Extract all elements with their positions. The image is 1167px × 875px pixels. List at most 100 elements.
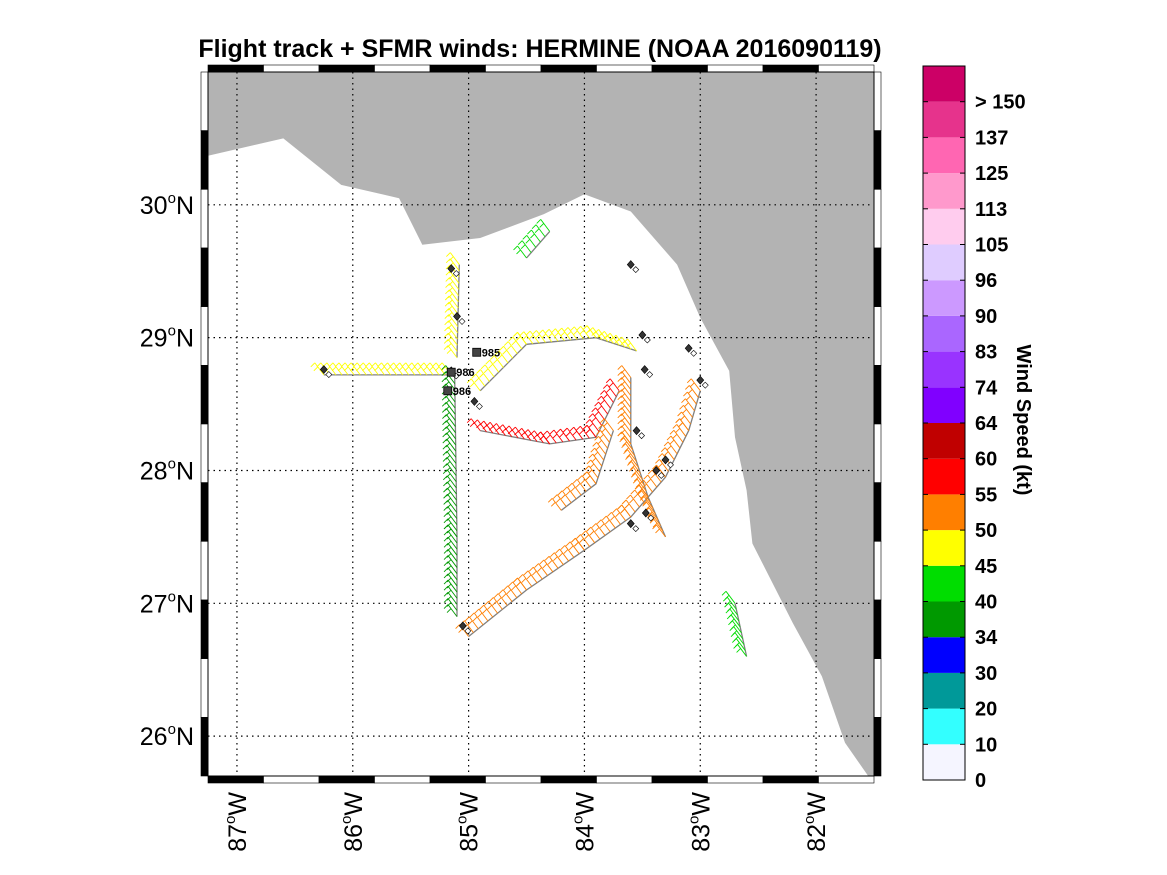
wind-barb — [444, 326, 458, 340]
wind-barb — [490, 355, 504, 368]
lat-tick-label: 28oN — [140, 455, 194, 485]
wind-barb — [672, 424, 687, 437]
wind-barb — [594, 401, 608, 415]
pressure-label: 986 — [453, 386, 471, 398]
wind-barb — [686, 378, 701, 392]
wind-barb — [503, 341, 518, 354]
wind-barb — [443, 512, 458, 525]
wind-barb — [617, 419, 632, 433]
colorbar-swatch — [923, 423, 965, 459]
colorbar-swatch — [923, 637, 965, 673]
wind-barb — [445, 289, 459, 303]
wind-barb — [547, 498, 562, 511]
wind-barb — [551, 328, 565, 341]
wind-barb — [383, 362, 397, 376]
colorbar-swatch — [923, 530, 965, 566]
dropsonde-splash-marker — [325, 371, 333, 378]
wind-barb — [569, 426, 584, 440]
wind-barb — [517, 240, 532, 253]
dropsonde-splash-marker — [464, 627, 472, 635]
wind-barb — [597, 395, 611, 409]
wind-barb — [443, 561, 458, 574]
wind-barb — [508, 581, 523, 595]
wind-barb — [565, 541, 580, 555]
wind-barb — [310, 362, 325, 376]
wind-barb — [527, 229, 541, 243]
wind-barb — [480, 364, 495, 378]
wind-barb — [617, 377, 632, 390]
wind-barb — [441, 395, 456, 409]
wind-barb — [538, 329, 553, 343]
wind-barb — [523, 570, 538, 584]
wind-barb — [484, 600, 498, 614]
colorbar-tick-label: 50 — [975, 520, 997, 542]
dropsonde-splash-marker — [667, 461, 674, 469]
wind-barb — [617, 365, 632, 378]
wind-barb — [443, 549, 458, 562]
wind-barb — [443, 487, 457, 501]
dropsonde-marker — [626, 260, 635, 270]
colorbar-tick-label: 96 — [975, 270, 997, 292]
wind-barb — [576, 425, 590, 439]
colorbar: 0 10 20 30 34 40 45 50 55 60 64 74 83 90 96 105 113 125 13… — [922, 65, 1026, 792]
wind-barb — [508, 336, 523, 350]
wind-barb — [443, 518, 458, 532]
wind-barb — [443, 530, 458, 544]
wind-barb — [669, 429, 684, 443]
lon-tick-label: 86oW — [338, 792, 368, 852]
wind-barb — [443, 493, 457, 507]
wind-barb — [630, 472, 645, 486]
colorbar-swatch — [923, 137, 965, 174]
wind-barb — [479, 604, 494, 618]
wind-barb — [617, 383, 632, 396]
wind-barb — [443, 339, 458, 352]
dropsonde-marker — [652, 466, 661, 475]
colorbar-tick-label: 30 — [975, 663, 997, 685]
dropsonde-marker — [661, 455, 670, 465]
wind-barb — [629, 467, 643, 480]
wind-barb — [617, 425, 632, 439]
wind-barb — [555, 548, 570, 562]
colorbar-swatch — [923, 66, 965, 102]
wind-barb — [582, 325, 597, 338]
wind-barbs — [310, 219, 747, 657]
colorbar-swatch — [923, 101, 965, 138]
wind-barb — [464, 616, 479, 630]
wind-barb — [582, 424, 597, 438]
wind-barb — [442, 438, 457, 452]
flight-track — [734, 603, 748, 657]
wind-barb — [623, 338, 637, 352]
wind-barb — [443, 506, 458, 519]
wind-barb — [425, 362, 440, 376]
wind-barb — [443, 567, 458, 581]
lon-tick-label: 85oW — [454, 792, 484, 852]
wind-barb — [544, 555, 559, 569]
lat-tick-label: 26oN — [140, 721, 194, 751]
wind-barb — [513, 331, 527, 345]
wind-barb — [377, 362, 391, 376]
wind-barb — [518, 574, 533, 587]
colorbar-tick-label: 113 — [975, 199, 1007, 221]
wind-barb — [443, 573, 458, 587]
wind-barb — [594, 329, 608, 342]
wind-barb — [630, 489, 645, 503]
wind-barb — [371, 362, 385, 376]
wind-barb — [617, 504, 632, 518]
colorbar-swatch — [923, 744, 965, 780]
wind-barb — [471, 373, 486, 387]
wind-barb — [498, 589, 513, 602]
wind-barb — [617, 395, 632, 408]
dropsonde-marker — [447, 264, 456, 274]
colorbar-swatch — [923, 173, 965, 209]
wind-barb — [634, 484, 649, 498]
dropsonde-splash-marker — [690, 349, 698, 357]
colorbar-tick-label: 0 — [975, 770, 986, 792]
wind-barb — [469, 612, 484, 626]
map-frame — [200, 64, 882, 784]
wind-barb — [681, 398, 695, 411]
wind-barb — [534, 563, 548, 576]
wind-barb — [600, 390, 614, 403]
wind-barb — [570, 326, 584, 340]
wind-barb — [442, 469, 457, 483]
wind-barb — [544, 328, 559, 342]
